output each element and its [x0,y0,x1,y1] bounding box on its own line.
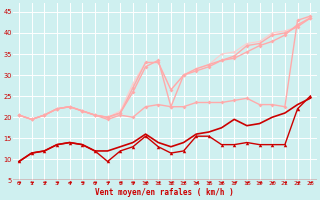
X-axis label: Vent moyen/en rafales ( km/h ): Vent moyen/en rafales ( km/h ) [95,188,234,197]
